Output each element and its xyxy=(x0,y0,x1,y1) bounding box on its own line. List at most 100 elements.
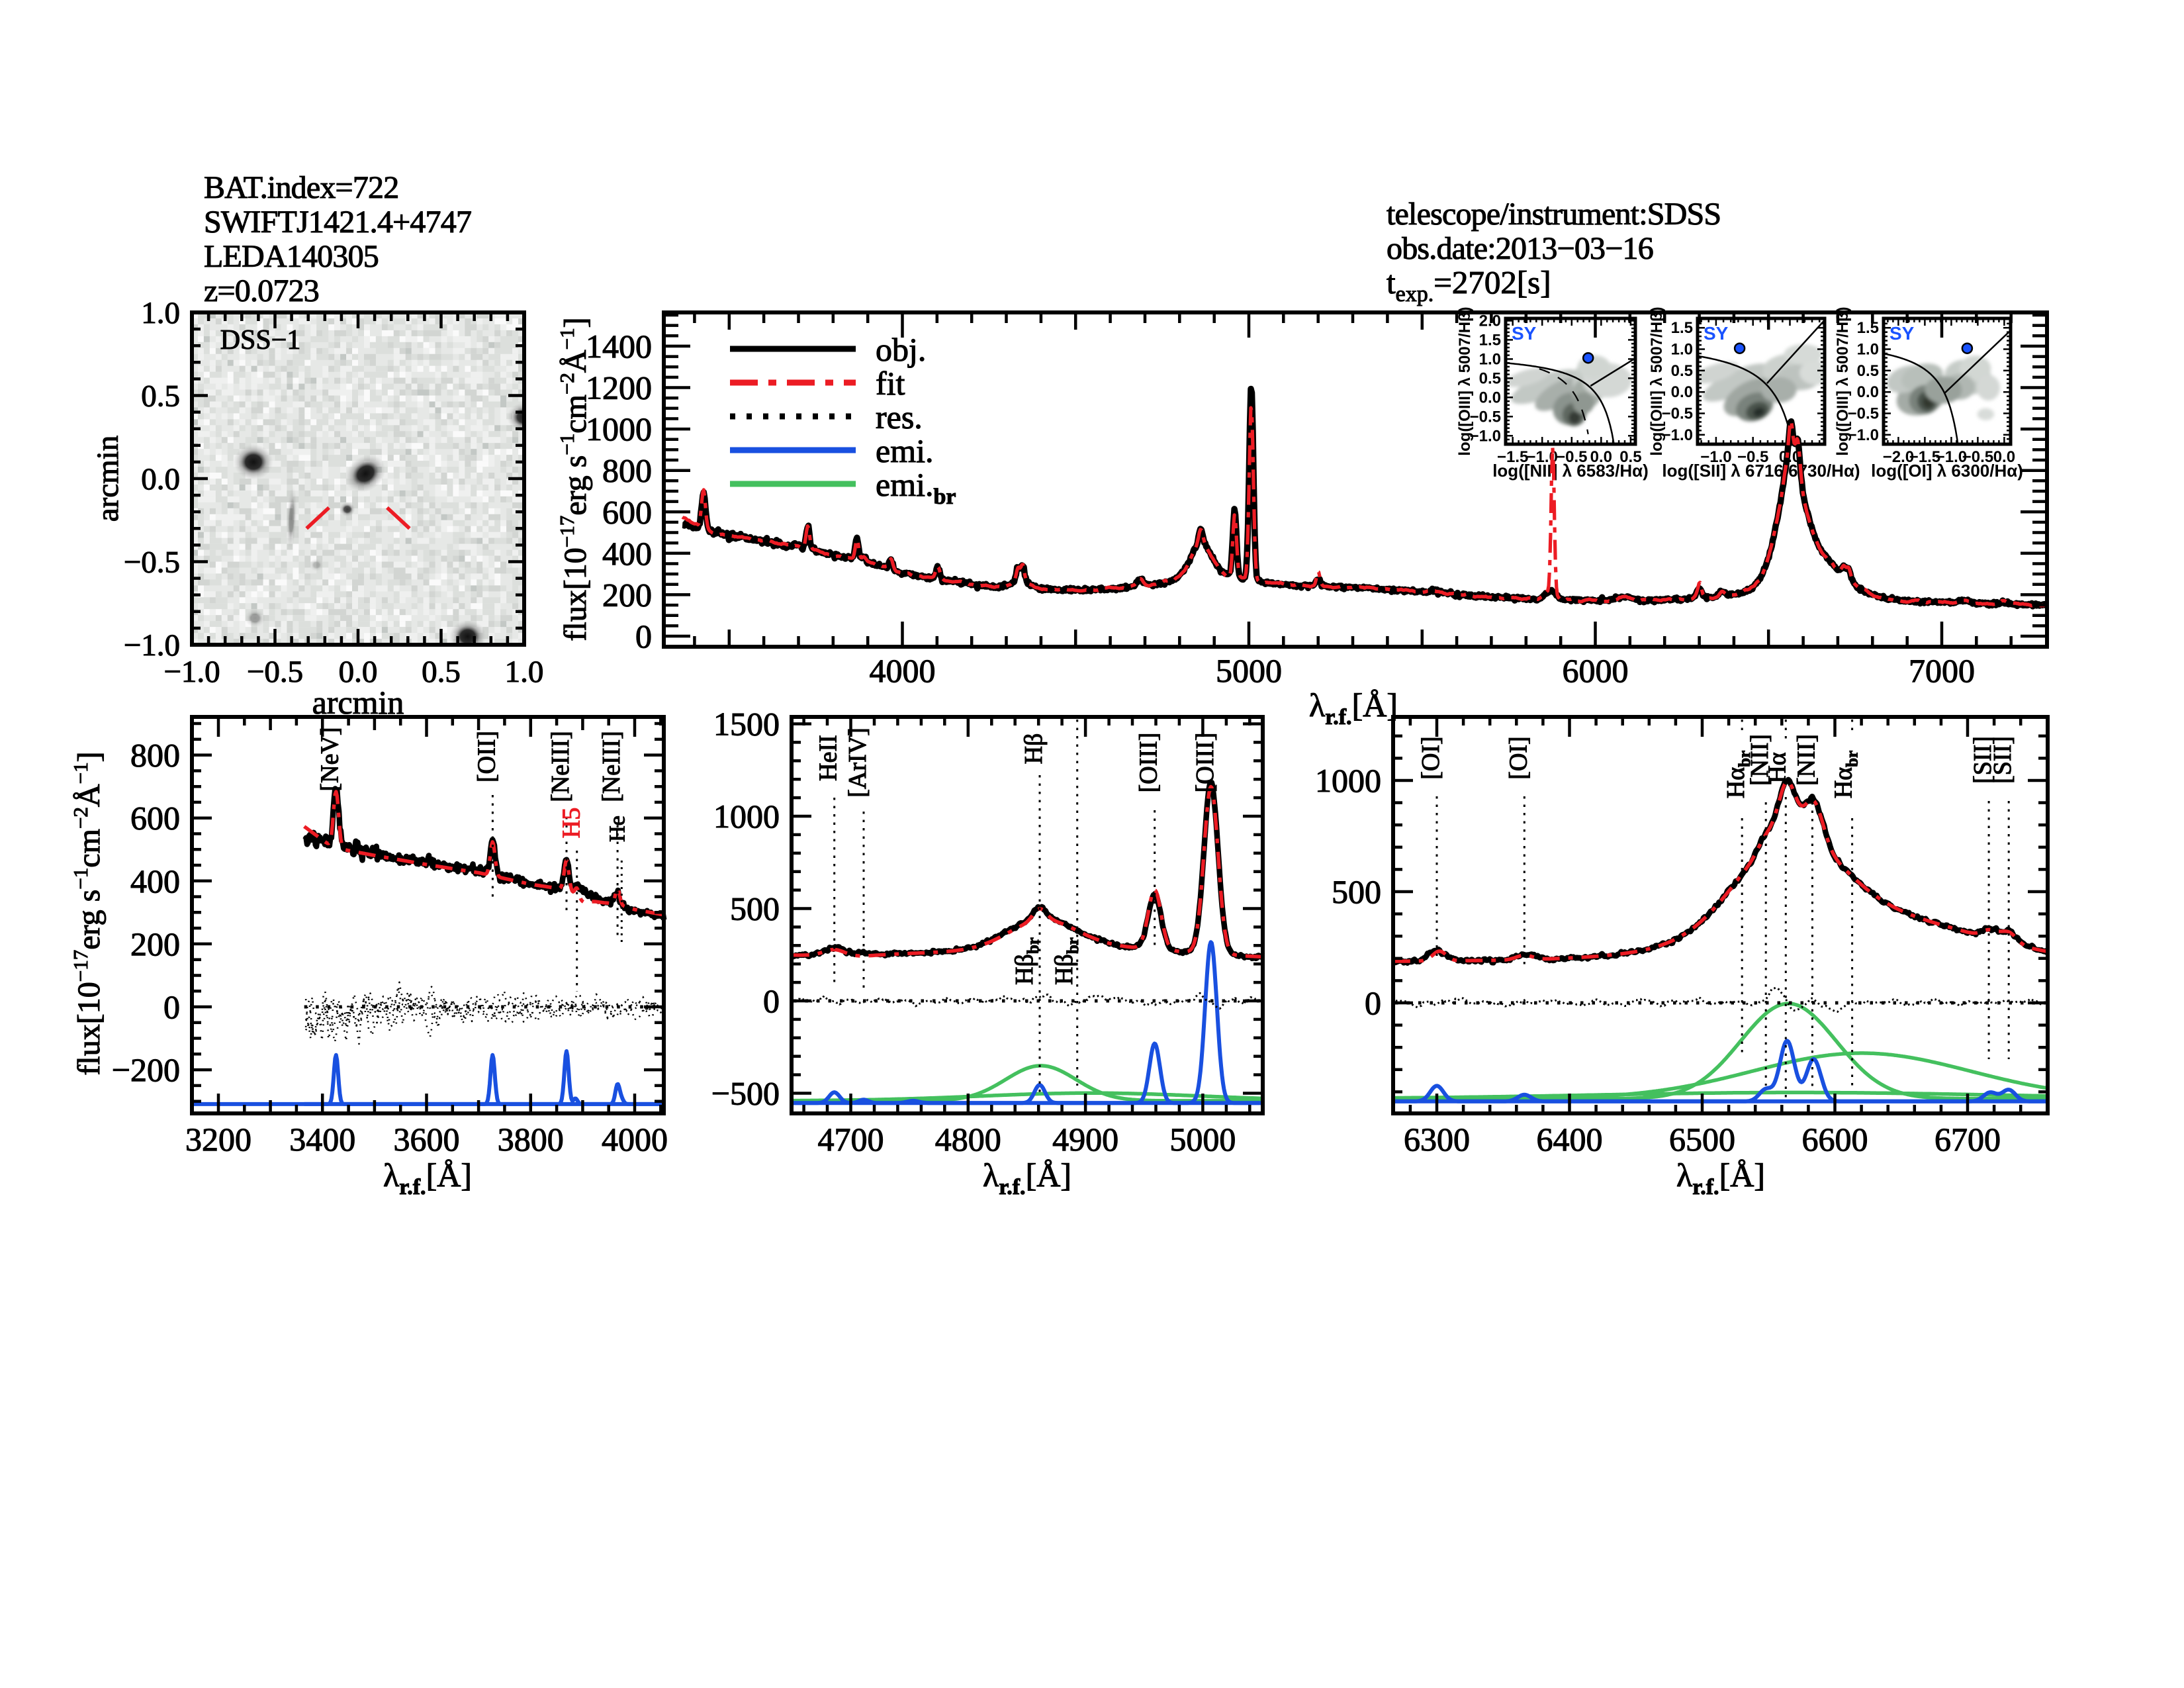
svg-text:−1.5: −1.5 xyxy=(1909,448,1940,466)
svg-text:3200: 3200 xyxy=(185,1121,251,1158)
svg-text:−0.5: −0.5 xyxy=(1962,448,1993,466)
svg-text:800: 800 xyxy=(130,737,180,774)
svg-text:DSS−1: DSS−1 xyxy=(220,325,301,355)
svg-text:800: 800 xyxy=(602,452,652,489)
svg-text:Hβ: Hβ xyxy=(1020,733,1048,765)
svg-text:−1.5: −1.5 xyxy=(1497,448,1528,466)
svg-text:5000: 5000 xyxy=(1169,1121,1236,1158)
svg-text:0.5: 0.5 xyxy=(1671,362,1693,380)
svg-text:−0.5: −0.5 xyxy=(1470,408,1501,426)
svg-text:obs.date:2013−03−16: obs.date:2013−03−16 xyxy=(1387,231,1653,266)
svg-text:6600: 6600 xyxy=(1802,1121,1868,1158)
svg-text:0.0: 0.0 xyxy=(1590,448,1612,466)
svg-text:1400: 1400 xyxy=(586,328,652,365)
svg-text:500: 500 xyxy=(1332,873,1381,910)
svg-text:7000: 7000 xyxy=(1909,652,1975,689)
svg-text:log([OIII] λ 5007/Hβ): log([OIII] λ 5007/Hβ) xyxy=(1456,306,1474,455)
svg-text:telescope/instrument:SDSS: telescope/instrument:SDSS xyxy=(1387,197,1721,232)
svg-text:6500: 6500 xyxy=(1669,1121,1735,1158)
svg-text:−500: −500 xyxy=(711,1075,780,1112)
svg-text:3600: 3600 xyxy=(394,1121,460,1158)
svg-text:−0.5: −0.5 xyxy=(1662,405,1693,423)
svg-text:1000: 1000 xyxy=(586,410,652,447)
svg-text:0.0: 0.0 xyxy=(339,655,378,689)
svg-text:3400: 3400 xyxy=(289,1121,355,1158)
svg-text:λr.f.[Å]: λr.f.[Å] xyxy=(383,1156,472,1199)
svg-text:−1.0: −1.0 xyxy=(1936,448,1967,466)
svg-text:flux[10−17erg s−1cm−2Å−1]: flux[10−17erg s−1cm−2Å−1] xyxy=(69,751,107,1075)
svg-text:[SII]: [SII] xyxy=(1969,736,1997,784)
svg-text:4900: 4900 xyxy=(1052,1121,1118,1158)
svg-text:[ArIV]: [ArIV] xyxy=(844,727,872,798)
svg-text:600: 600 xyxy=(602,493,652,530)
svg-text:−0.5: −0.5 xyxy=(1848,405,1879,423)
svg-text:0: 0 xyxy=(163,988,180,1025)
svg-text:[OIII]: [OIII] xyxy=(1135,733,1163,793)
svg-text:H5: H5 xyxy=(558,808,586,838)
svg-text:0.5: 0.5 xyxy=(1619,448,1641,466)
svg-text:600: 600 xyxy=(130,800,180,837)
svg-text:−1.0: −1.0 xyxy=(163,655,220,689)
svg-text:log([OI] λ 6300/Hα): log([OI] λ 6300/Hα) xyxy=(1871,461,2023,481)
svg-text:SY: SY xyxy=(1704,323,1729,344)
svg-text:0.5: 0.5 xyxy=(422,655,461,689)
svg-text:−0.5: −0.5 xyxy=(247,655,303,689)
svg-text:−0.5: −0.5 xyxy=(1556,448,1587,466)
svg-text:500: 500 xyxy=(730,890,780,927)
svg-text:[NII]: [NII] xyxy=(1746,734,1774,786)
svg-text:6700: 6700 xyxy=(1934,1121,2001,1158)
svg-text:1.5: 1.5 xyxy=(1671,319,1693,337)
svg-text:λr.f.[Å]: λr.f.[Å] xyxy=(983,1156,1071,1199)
svg-text:[OI]: [OI] xyxy=(1417,736,1445,779)
svg-text:0.5: 0.5 xyxy=(1857,362,1879,380)
svg-text:4000: 4000 xyxy=(602,1121,668,1158)
svg-text:200: 200 xyxy=(602,576,652,613)
svg-text:3800: 3800 xyxy=(498,1121,564,1158)
svg-text:1.0: 1.0 xyxy=(1479,350,1501,368)
svg-text:1000: 1000 xyxy=(1315,762,1381,799)
svg-text:[NeIII]: [NeIII] xyxy=(547,731,574,802)
svg-text:0.5: 0.5 xyxy=(141,379,180,414)
svg-text:0: 0 xyxy=(635,618,652,655)
svg-text:0: 0 xyxy=(1365,984,1381,1021)
svg-text:texp.=2702[s]: texp.=2702[s] xyxy=(1387,264,1551,306)
svg-text:0.0: 0.0 xyxy=(1671,383,1693,401)
svg-text:0.0: 0.0 xyxy=(141,462,180,496)
svg-text:−1.0: −1.0 xyxy=(1700,448,1731,466)
svg-text:1.5: 1.5 xyxy=(1479,331,1501,349)
svg-text:200: 200 xyxy=(130,925,180,962)
svg-text:He: He xyxy=(605,816,629,842)
svg-text:[NeIII]: [NeIII] xyxy=(598,731,625,802)
svg-text:4700: 4700 xyxy=(818,1121,884,1158)
svg-text:[OI]: [OI] xyxy=(1504,736,1532,779)
svg-text:4000: 4000 xyxy=(870,652,936,689)
svg-text:400: 400 xyxy=(602,535,652,572)
svg-text:HeII: HeII xyxy=(815,735,842,781)
svg-text:−1.0: −1.0 xyxy=(1848,426,1879,444)
svg-text:fit: fit xyxy=(876,365,905,402)
svg-text:1.5: 1.5 xyxy=(1857,319,1879,337)
svg-text:emi.: emi. xyxy=(876,432,933,469)
svg-text:1000: 1000 xyxy=(713,798,780,835)
svg-text:arcmin: arcmin xyxy=(91,436,125,522)
svg-text:−1.0: −1.0 xyxy=(1470,427,1501,445)
svg-text:6400: 6400 xyxy=(1537,1121,1603,1158)
svg-text:5000: 5000 xyxy=(1216,652,1282,689)
svg-text:flux[10−17erg s−1cm−2Å−1]: flux[10−17erg s−1cm−2Å−1] xyxy=(555,317,593,641)
svg-text:SY: SY xyxy=(1512,323,1537,344)
svg-text:BAT.index=722: BAT.index=722 xyxy=(204,170,398,205)
svg-text:Hα: Hα xyxy=(1763,752,1791,783)
svg-text:log([NII] λ 6583/Hα): log([NII] λ 6583/Hα) xyxy=(1492,461,1649,481)
svg-text:0.0: 0.0 xyxy=(1993,448,2015,466)
svg-text:−2.0: −2.0 xyxy=(1883,448,1914,466)
svg-text:−0.5: −0.5 xyxy=(124,545,180,580)
svg-text:LEDA140305: LEDA140305 xyxy=(204,239,379,274)
svg-text:SY: SY xyxy=(1889,323,1915,344)
svg-text:λr.f.[Å]: λr.f.[Å] xyxy=(1309,686,1398,729)
svg-text:−1.0: −1.0 xyxy=(1662,426,1693,444)
svg-text:obj.: obj. xyxy=(876,331,926,368)
svg-text:1500: 1500 xyxy=(713,706,780,743)
svg-text:[OIII]: [OIII] xyxy=(1191,733,1219,793)
svg-text:res.: res. xyxy=(876,399,923,436)
svg-text:0.0: 0.0 xyxy=(1479,389,1501,406)
